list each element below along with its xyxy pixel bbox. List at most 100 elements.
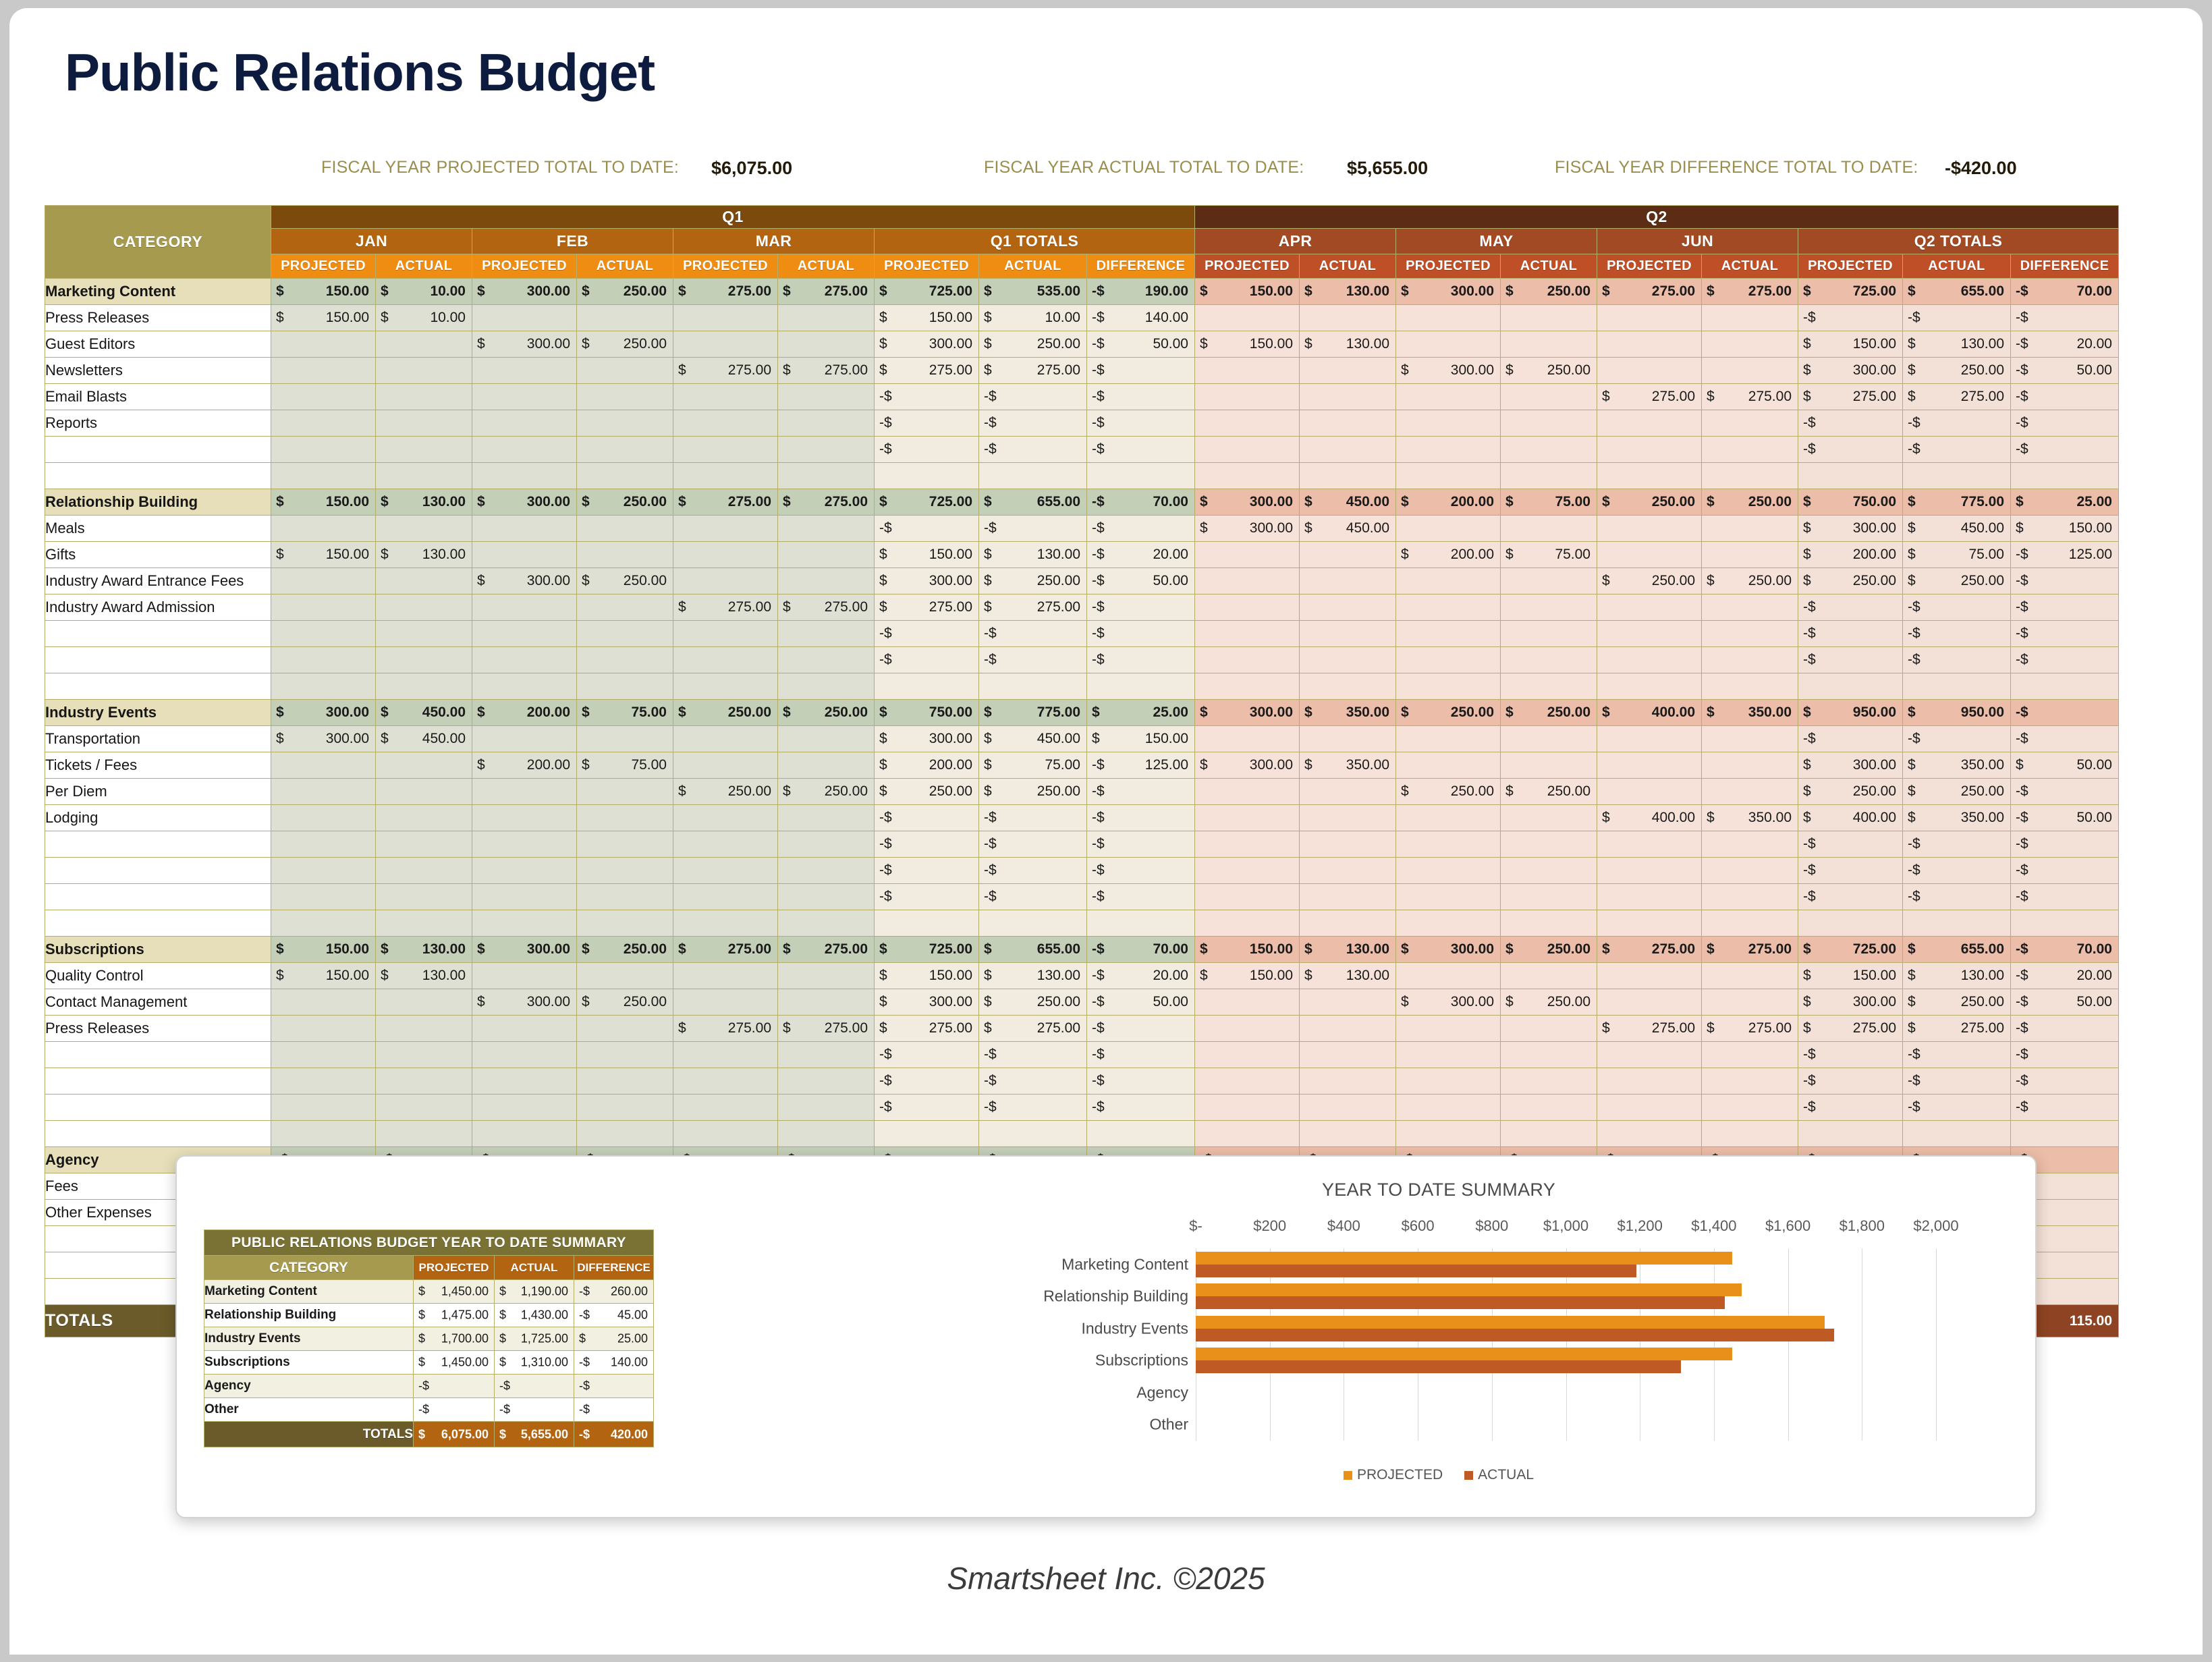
grid-cell[interactable]: [2010, 910, 2119, 937]
row-label[interactable]: Per Diem: [45, 778, 271, 805]
grid-cell[interactable]: -$: [2010, 831, 2119, 858]
grid-cell[interactable]: -$: [1798, 594, 1903, 621]
grid-cell[interactable]: [1194, 594, 1300, 621]
grid-cell[interactable]: [673, 1094, 778, 1121]
grid-cell[interactable]: $775.00: [978, 699, 1087, 726]
grid-cell[interactable]: -$: [1902, 1094, 2011, 1121]
grid-cell[interactable]: $250.00: [1395, 778, 1501, 805]
grid-cell[interactable]: -$: [1086, 646, 1195, 673]
grid-cell[interactable]: [1086, 673, 1195, 700]
grid-cell[interactable]: -$: [1902, 436, 2011, 463]
row-label[interactable]: Press Releases: [45, 304, 271, 331]
grid-cell[interactable]: [1500, 673, 1597, 700]
grid-cell[interactable]: $200.00: [874, 752, 979, 779]
grid-cell[interactable]: [1500, 1094, 1597, 1121]
grid-cell[interactable]: [576, 831, 673, 858]
grid-cell[interactable]: [1299, 831, 1396, 858]
grid-cell[interactable]: $50.00: [2010, 752, 2119, 779]
grid-cell[interactable]: [472, 831, 577, 858]
grid-cell[interactable]: -$: [1798, 304, 1903, 331]
grid-cell[interactable]: $300.00: [1395, 357, 1501, 384]
grid-cell[interactable]: [375, 462, 472, 489]
grid-cell[interactable]: [1194, 1068, 1300, 1095]
grid-cell[interactable]: $150.00: [874, 962, 979, 989]
grid-cell[interactable]: [1500, 515, 1597, 542]
grid-cell[interactable]: [777, 804, 875, 831]
grid-cell[interactable]: [1701, 725, 1798, 752]
grid-cell[interactable]: [978, 673, 1087, 700]
grid-cell[interactable]: [375, 357, 472, 384]
grid-cell[interactable]: [673, 752, 778, 779]
grid-cell[interactable]: $150.00: [1194, 331, 1300, 358]
grid-cell[interactable]: [375, 752, 472, 779]
grid-cell[interactable]: [375, 1094, 472, 1121]
grid-cell[interactable]: $10.00: [978, 304, 1087, 331]
grid-cell[interactable]: [1395, 910, 1501, 937]
grid-cell[interactable]: [1701, 831, 1798, 858]
row-label[interactable]: [45, 462, 271, 489]
grid-cell[interactable]: $275.00: [673, 594, 778, 621]
row-label[interactable]: Press Releases: [45, 1015, 271, 1042]
grid-cell[interactable]: $250.00: [1500, 778, 1597, 805]
grid-cell[interactable]: -$: [874, 620, 979, 647]
grid-cell[interactable]: [1299, 462, 1396, 489]
grid-cell[interactable]: [1798, 673, 1903, 700]
grid-cell[interactable]: -$: [2010, 725, 2119, 752]
grid-cell[interactable]: $275.00: [673, 278, 778, 305]
row-label[interactable]: [45, 646, 271, 673]
grid-cell[interactable]: [1597, 594, 1702, 621]
row-label[interactable]: Marketing Content: [45, 278, 271, 305]
grid-cell[interactable]: [1086, 1120, 1195, 1147]
grid-cell[interactable]: [271, 594, 376, 621]
grid-cell[interactable]: [576, 594, 673, 621]
grid-cell[interactable]: -$: [1902, 594, 2011, 621]
table-row[interactable]: Email Blasts -$ -$ -$ $275.00 $275.00 $275.00 $…: [45, 383, 2119, 410]
grid-cell[interactable]: [1500, 752, 1597, 779]
grid-cell[interactable]: -$: [2010, 304, 2119, 331]
grid-cell[interactable]: $300.00: [1194, 752, 1300, 779]
grid-cell[interactable]: $750.00: [1798, 489, 1903, 516]
grid-cell[interactable]: [1500, 331, 1597, 358]
grid-cell[interactable]: -$ 50.00: [1086, 989, 1195, 1016]
grid-cell[interactable]: -$: [1798, 1041, 1903, 1068]
grid-cell[interactable]: -$: [1086, 436, 1195, 463]
grid-cell[interactable]: [1597, 962, 1702, 989]
grid-cell[interactable]: $275.00: [874, 357, 979, 384]
grid-cell[interactable]: [777, 331, 875, 358]
grid-cell[interactable]: $250.00: [673, 778, 778, 805]
grid-cell[interactable]: [673, 1120, 778, 1147]
grid-cell[interactable]: $275.00: [673, 489, 778, 516]
grid-cell[interactable]: [271, 646, 376, 673]
grid-cell[interactable]: -$: [978, 620, 1087, 647]
grid-cell[interactable]: -$ 140.00: [1086, 304, 1195, 331]
grid-cell[interactable]: [1395, 436, 1501, 463]
grid-cell[interactable]: [1194, 778, 1300, 805]
grid-cell[interactable]: [1701, 410, 1798, 437]
grid-cell[interactable]: [1597, 1041, 1702, 1068]
grid-cell[interactable]: $300.00: [874, 725, 979, 752]
grid-cell[interactable]: $130.00: [1299, 936, 1396, 963]
grid-cell[interactable]: $300.00: [472, 989, 577, 1016]
grid-cell[interactable]: $450.00: [1299, 489, 1396, 516]
grid-cell[interactable]: [375, 831, 472, 858]
grid-cell[interactable]: [375, 436, 472, 463]
grid-cell[interactable]: [576, 515, 673, 542]
grid-cell[interactable]: -$ 190.00: [1086, 278, 1195, 305]
row-label[interactable]: [45, 1041, 271, 1068]
grid-cell[interactable]: [777, 620, 875, 647]
grid-cell[interactable]: [673, 515, 778, 542]
grid-cell[interactable]: $250.00: [1500, 699, 1597, 726]
grid-cell[interactable]: $130.00: [375, 541, 472, 568]
grid-cell[interactable]: -$: [874, 515, 979, 542]
grid-cell[interactable]: [375, 646, 472, 673]
grid-cell[interactable]: [1194, 646, 1300, 673]
grid-cell[interactable]: $130.00: [1902, 962, 2011, 989]
grid-cell[interactable]: $75.00: [1500, 489, 1597, 516]
grid-cell[interactable]: [1597, 541, 1702, 568]
grid-cell[interactable]: $150.00: [874, 304, 979, 331]
grid-cell[interactable]: $150.00: [271, 489, 376, 516]
grid-cell[interactable]: -$: [1086, 1068, 1195, 1095]
row-label[interactable]: [45, 831, 271, 858]
grid-cell[interactable]: $655.00: [978, 489, 1087, 516]
grid-cell[interactable]: $250.00: [1701, 489, 1798, 516]
